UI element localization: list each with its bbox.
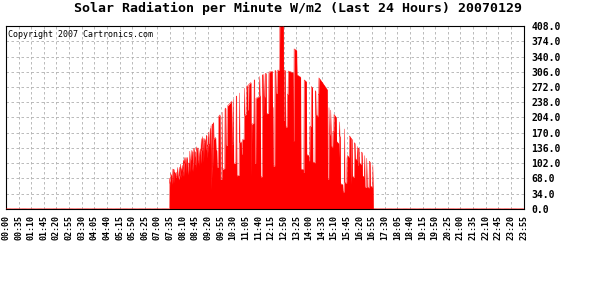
Text: Copyright 2007 Cartronics.com: Copyright 2007 Cartronics.com (8, 30, 153, 39)
Text: Solar Radiation per Minute W/m2 (Last 24 Hours) 20070129: Solar Radiation per Minute W/m2 (Last 24… (74, 1, 521, 14)
